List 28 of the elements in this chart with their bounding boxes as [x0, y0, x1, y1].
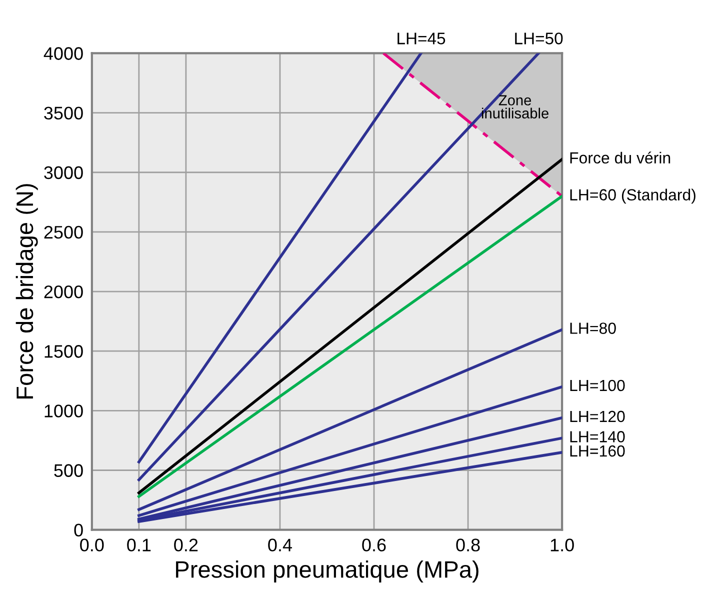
annotation: Zone inutilisable — [482, 95, 548, 118]
x-tick-label: 1.0 — [550, 538, 574, 552]
series-label: LH=60 (Standard) — [570, 188, 696, 204]
y-tick-label: 4000 — [44, 47, 83, 60]
x-tick-label: 0.1 — [127, 538, 151, 552]
x-tick-label: 0.8 — [456, 538, 480, 552]
series-label: LH=120 — [570, 410, 625, 422]
series-label: LH=80 — [570, 322, 616, 334]
series-label: Force du vérin — [570, 152, 670, 164]
y-tick-label: 2500 — [44, 226, 83, 239]
series-label: LH=45 — [398, 32, 446, 44]
y-tick-label: 500 — [54, 464, 83, 477]
x-tick-label: 0.4 — [268, 538, 292, 552]
series-label: LH=140 — [570, 431, 625, 442]
x-axis-title: Pression pneumatique (MPa) — [176, 560, 478, 583]
y-tick-label: 0 — [74, 524, 83, 537]
series-label: LH=100 — [570, 380, 625, 392]
x-tick-label: 0.2 — [174, 538, 198, 552]
x-tick-label: 0.0 — [80, 538, 104, 552]
y-tick-label: 1500 — [44, 345, 83, 358]
y-axis-title: Force de bridage (N) — [16, 184, 38, 398]
series-label: LH=160 — [570, 445, 625, 457]
series-label: LH=50 — [515, 32, 563, 44]
y-tick-label: 3000 — [44, 166, 83, 180]
x-tick-label: 0.6 — [362, 538, 386, 552]
y-tick-label: 1000 — [44, 404, 83, 418]
y-tick-label: 2000 — [44, 285, 83, 298]
y-tick-label: 3500 — [44, 106, 83, 120]
